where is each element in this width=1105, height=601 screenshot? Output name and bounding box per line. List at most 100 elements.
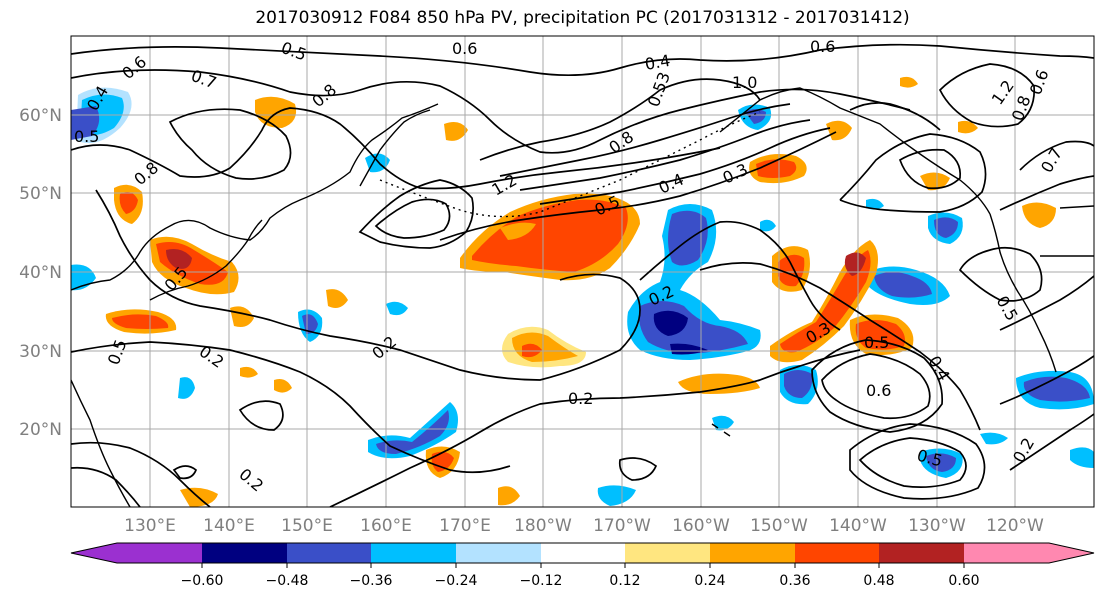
- lon-label: 160°W: [672, 516, 730, 536]
- neg-region: [1070, 447, 1094, 468]
- pos-region: [166, 249, 192, 269]
- colorbar-segment: [202, 543, 287, 563]
- colorbar-segment: [456, 543, 541, 563]
- graticule: [71, 36, 1094, 507]
- hawaii: [711, 423, 731, 437]
- north-america-coast: [989, 213, 1057, 373]
- lat-label: 40°N: [19, 263, 62, 283]
- neg-region: [874, 272, 932, 298]
- colorbar-tick-label: 0.12: [609, 573, 640, 589]
- pos-region: [431, 451, 454, 472]
- contour-label: 0.6: [866, 381, 891, 400]
- lon-label: 140°W: [829, 516, 887, 536]
- colorbar-tick-label: 0.24: [694, 573, 725, 589]
- colorbar-segment: [371, 543, 456, 563]
- lon-label: 120°W: [986, 516, 1044, 536]
- pv-contours: [71, 43, 1094, 507]
- colorbar-tick-label: −0.36: [350, 573, 393, 589]
- colorbar-segment: [287, 543, 371, 563]
- pos-region: [472, 199, 628, 272]
- contour-label: 0.6: [810, 37, 835, 56]
- neg-region: [386, 301, 408, 316]
- contour-label: 1.0: [732, 73, 757, 92]
- aleutian-chain: [379, 111, 761, 218]
- alaska-coast: [719, 87, 991, 215]
- neg-region: [178, 377, 195, 399]
- colorbar-tick-label: 0.60: [948, 573, 979, 589]
- lat-label: 20°N: [19, 420, 62, 440]
- pos-region: [844, 252, 866, 276]
- colorbar-tick-label: −0.12: [520, 573, 563, 589]
- neg-region: [376, 410, 449, 454]
- contour-label: 0.2: [568, 389, 593, 408]
- neg-region: [760, 219, 776, 232]
- map-panel: 0.5 0.6 0.7 0.8 0.4 0.5 0.6 0.4 0.8 0.6 …: [71, 36, 1094, 507]
- contour-label: 0.5: [864, 333, 889, 352]
- pos-region: [119, 192, 138, 214]
- pos-region: [498, 486, 520, 506]
- pos-region: [826, 120, 852, 141]
- lon-label: 140°E: [203, 516, 255, 536]
- pos-region: [112, 314, 169, 329]
- contour-label: 0.4: [643, 51, 671, 74]
- lon-label: 170°E: [439, 516, 491, 536]
- colorbar-tick-label: −0.48: [266, 573, 309, 589]
- negative-anomaly-shading: [71, 87, 1094, 506]
- colorbar-segment: [795, 543, 879, 563]
- pos-region: [500, 222, 536, 240]
- lat-label: 60°N: [19, 106, 62, 126]
- colorbar-segment: [541, 543, 625, 563]
- neg-region: [1023, 376, 1090, 402]
- lon-label: 130°E: [124, 516, 176, 536]
- neg-region: [653, 310, 688, 336]
- pos-region: [444, 122, 468, 141]
- pos-region: [522, 343, 542, 358]
- longitude-labels: 130°E 140°E 150°E 160°E 170°E 180°W 170°…: [124, 516, 1044, 536]
- pos-region: [326, 289, 348, 308]
- lat-label: 30°N: [19, 342, 62, 362]
- lon-label: 170°W: [593, 516, 651, 536]
- pos-region: [855, 320, 905, 350]
- pos-region: [958, 120, 978, 134]
- pos-region: [920, 172, 950, 191]
- pos-region: [274, 379, 292, 393]
- asia-inner-coast: [71, 379, 131, 507]
- neg-region: [712, 415, 734, 431]
- kamchatka-coast: [359, 109, 431, 187]
- lat-label: 50°N: [19, 184, 62, 204]
- map-title: 2017030912 F084 850 hPa PV, precipitatio…: [255, 8, 910, 28]
- lon-label: 180°W: [514, 516, 572, 536]
- japan-coast: [149, 219, 263, 301]
- neg-region: [866, 198, 884, 210]
- lon-label: 150°W: [750, 516, 808, 536]
- neg-region: [670, 343, 708, 355]
- colorbar-outline: [70, 542, 1095, 564]
- neg-region: [784, 370, 813, 398]
- neg-region: [934, 217, 958, 238]
- contour-label: 0.5: [74, 127, 99, 146]
- contour-label: 0.6: [452, 39, 477, 58]
- colorbar-segment: [964, 543, 1049, 563]
- neg-region: [597, 485, 636, 506]
- coast-border: [1059, 205, 1094, 209]
- pos-region: [678, 373, 760, 394]
- pos-region: [780, 250, 871, 353]
- colorbar-tick-labels: −0.60 −0.48 −0.36 −0.24 −0.12 0.12 0.24 …: [181, 573, 980, 589]
- colorbar-segment: [710, 543, 795, 563]
- latitude-labels: 60°N 50°N 40°N 30°N 20°N: [19, 106, 62, 440]
- colorbar-max-extend: [1049, 543, 1094, 563]
- colorbar-min-extend: [71, 543, 117, 563]
- colorbar-segment: [625, 543, 710, 563]
- colorbar: −0.60 −0.48 −0.36 −0.24 −0.12 0.12 0.24 …: [70, 542, 1095, 589]
- lon-label: 150°E: [281, 516, 333, 536]
- pos-region: [1022, 202, 1056, 228]
- neg-region: [668, 210, 708, 266]
- pos-region: [756, 159, 797, 178]
- pos-region: [240, 366, 258, 378]
- colorbar-tick-label: −0.60: [181, 573, 224, 589]
- lon-label: 160°E: [360, 516, 412, 536]
- neg-region: [302, 314, 318, 334]
- colorbar-segment: [879, 543, 964, 563]
- colorbar-ticks: [201, 563, 965, 568]
